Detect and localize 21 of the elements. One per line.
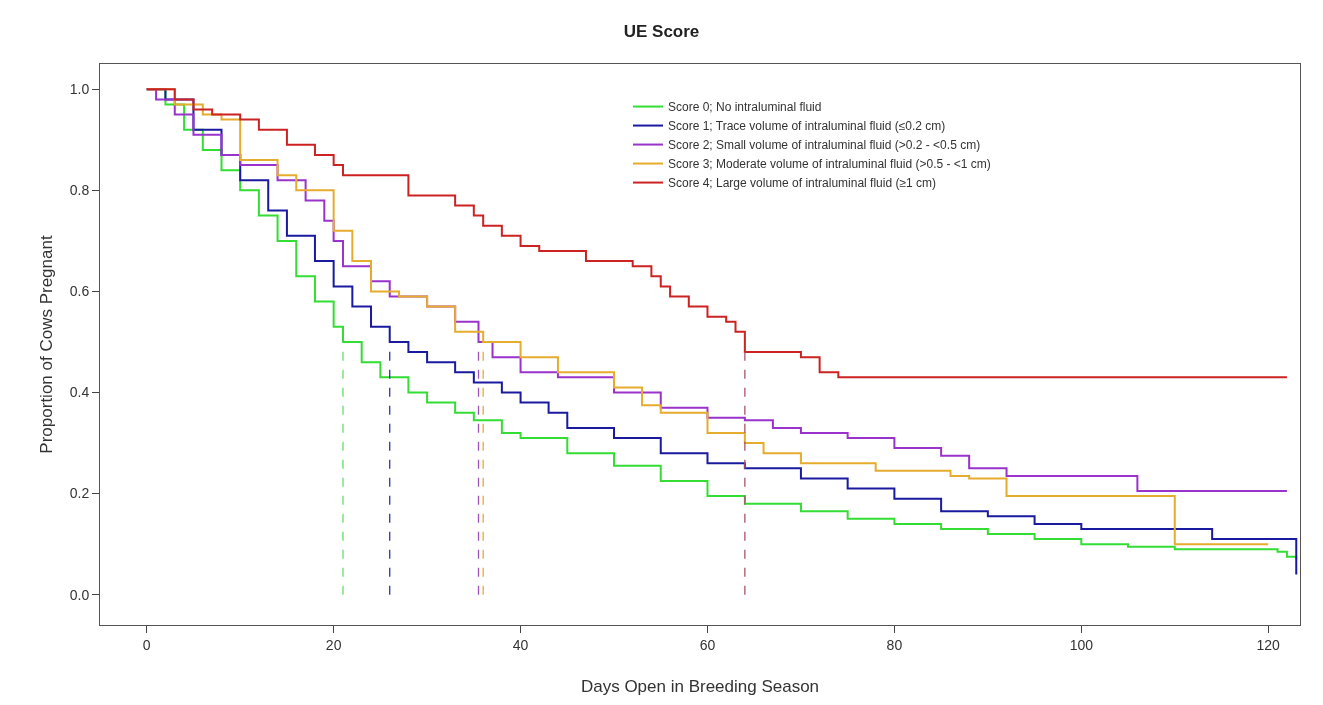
y-tick-label: 0.6 (69, 283, 90, 300)
legend-label: Score 0; No intraluminal fluid (668, 100, 822, 115)
x-tick-label: 120 (1256, 636, 1281, 653)
legend-label: Score 4; Large volume of intraluminal fluid (≥1 cm) (668, 176, 937, 191)
x-tick-label: 20 (325, 636, 342, 653)
x-tick-label: 60 (699, 636, 716, 653)
legend-label: Score 1; Trace volume of intraluminal fluid (≤0.2 cm) (668, 119, 946, 134)
y-tick-label: 0.2 (69, 485, 90, 502)
x-tick-label: 80 (886, 636, 903, 653)
y-tick-label: 0.8 (69, 182, 90, 199)
y-tick-label: 0.4 (69, 384, 90, 401)
y-tick-label: 0.0 (69, 586, 90, 603)
x-tick-label: 0 (142, 636, 151, 653)
legend-label: Score 3; Moderate volume of intraluminal fluid (>0.5 - <1 cm) (668, 157, 991, 172)
chart-title: UE Score (623, 21, 700, 41)
x-axis-title: Days Open in Breeding Season (580, 677, 820, 697)
legend-label: Score 2; Small volume of intraluminal fluid (>0.2 - <0.5 cm) (668, 138, 981, 153)
y-tick-label: 1.0 (69, 81, 90, 98)
y-axis-title: Proportion of Cows Pregnant (37, 235, 57, 454)
x-tick-label: 40 (512, 636, 529, 653)
x-tick-label: 100 (1069, 636, 1094, 653)
